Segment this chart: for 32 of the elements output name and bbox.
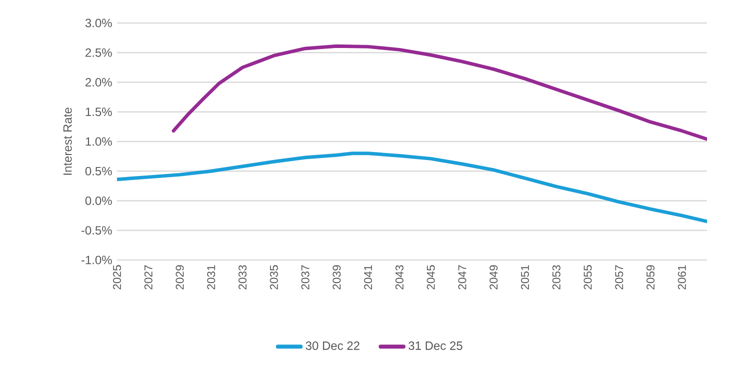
x-tick-label: 2041 [364,265,372,290]
y-tick-label: 2.0% [86,78,112,87]
x-tick-label: 2043 [395,265,404,290]
x-tick-label: 2061 [678,265,686,290]
x-tick-label: 2053 [552,265,560,290]
y-tick-label: -0.5% [81,226,112,235]
x-tick-label: 2029 [176,265,184,290]
x-tick-label: 2049 [490,265,498,290]
legend-label: 31 Dec 25 [408,341,462,350]
y-tick-label: 1.5% [86,108,112,116]
x-tick-label: 2055 [584,265,592,290]
x-tick-label: 2035 [270,265,278,290]
y-tick-label: 0.0% [85,196,112,206]
x-tick-label: 2047 [458,265,466,290]
y-tick-label: 1.0% [86,137,112,146]
y-tick-label: 2.5% [86,48,112,57]
y-tick-label: 3.0% [85,18,112,28]
x-tick-label: 2057 [615,265,624,290]
x-tick-label: 2037 [301,265,310,290]
x-tick-label: 2033 [238,265,247,290]
x-tick-label: 2031 [207,265,216,290]
x-tick-label: 2059 [646,265,655,290]
x-tick-label: 2045 [426,265,435,290]
x-tick-label: 2027 [144,265,152,290]
y-axis-title: Interest Rate [63,108,72,175]
legend-label: 30 Dec 22 [306,341,360,350]
x-tick-label: 2051 [520,265,529,290]
x-tick-label: 2025 [113,265,122,290]
y-tick-label: -1.0% [81,256,112,264]
y-tick-label: 0.5% [85,166,112,176]
line-series [117,152,708,224]
x-tick-label: 2039 [332,265,341,290]
